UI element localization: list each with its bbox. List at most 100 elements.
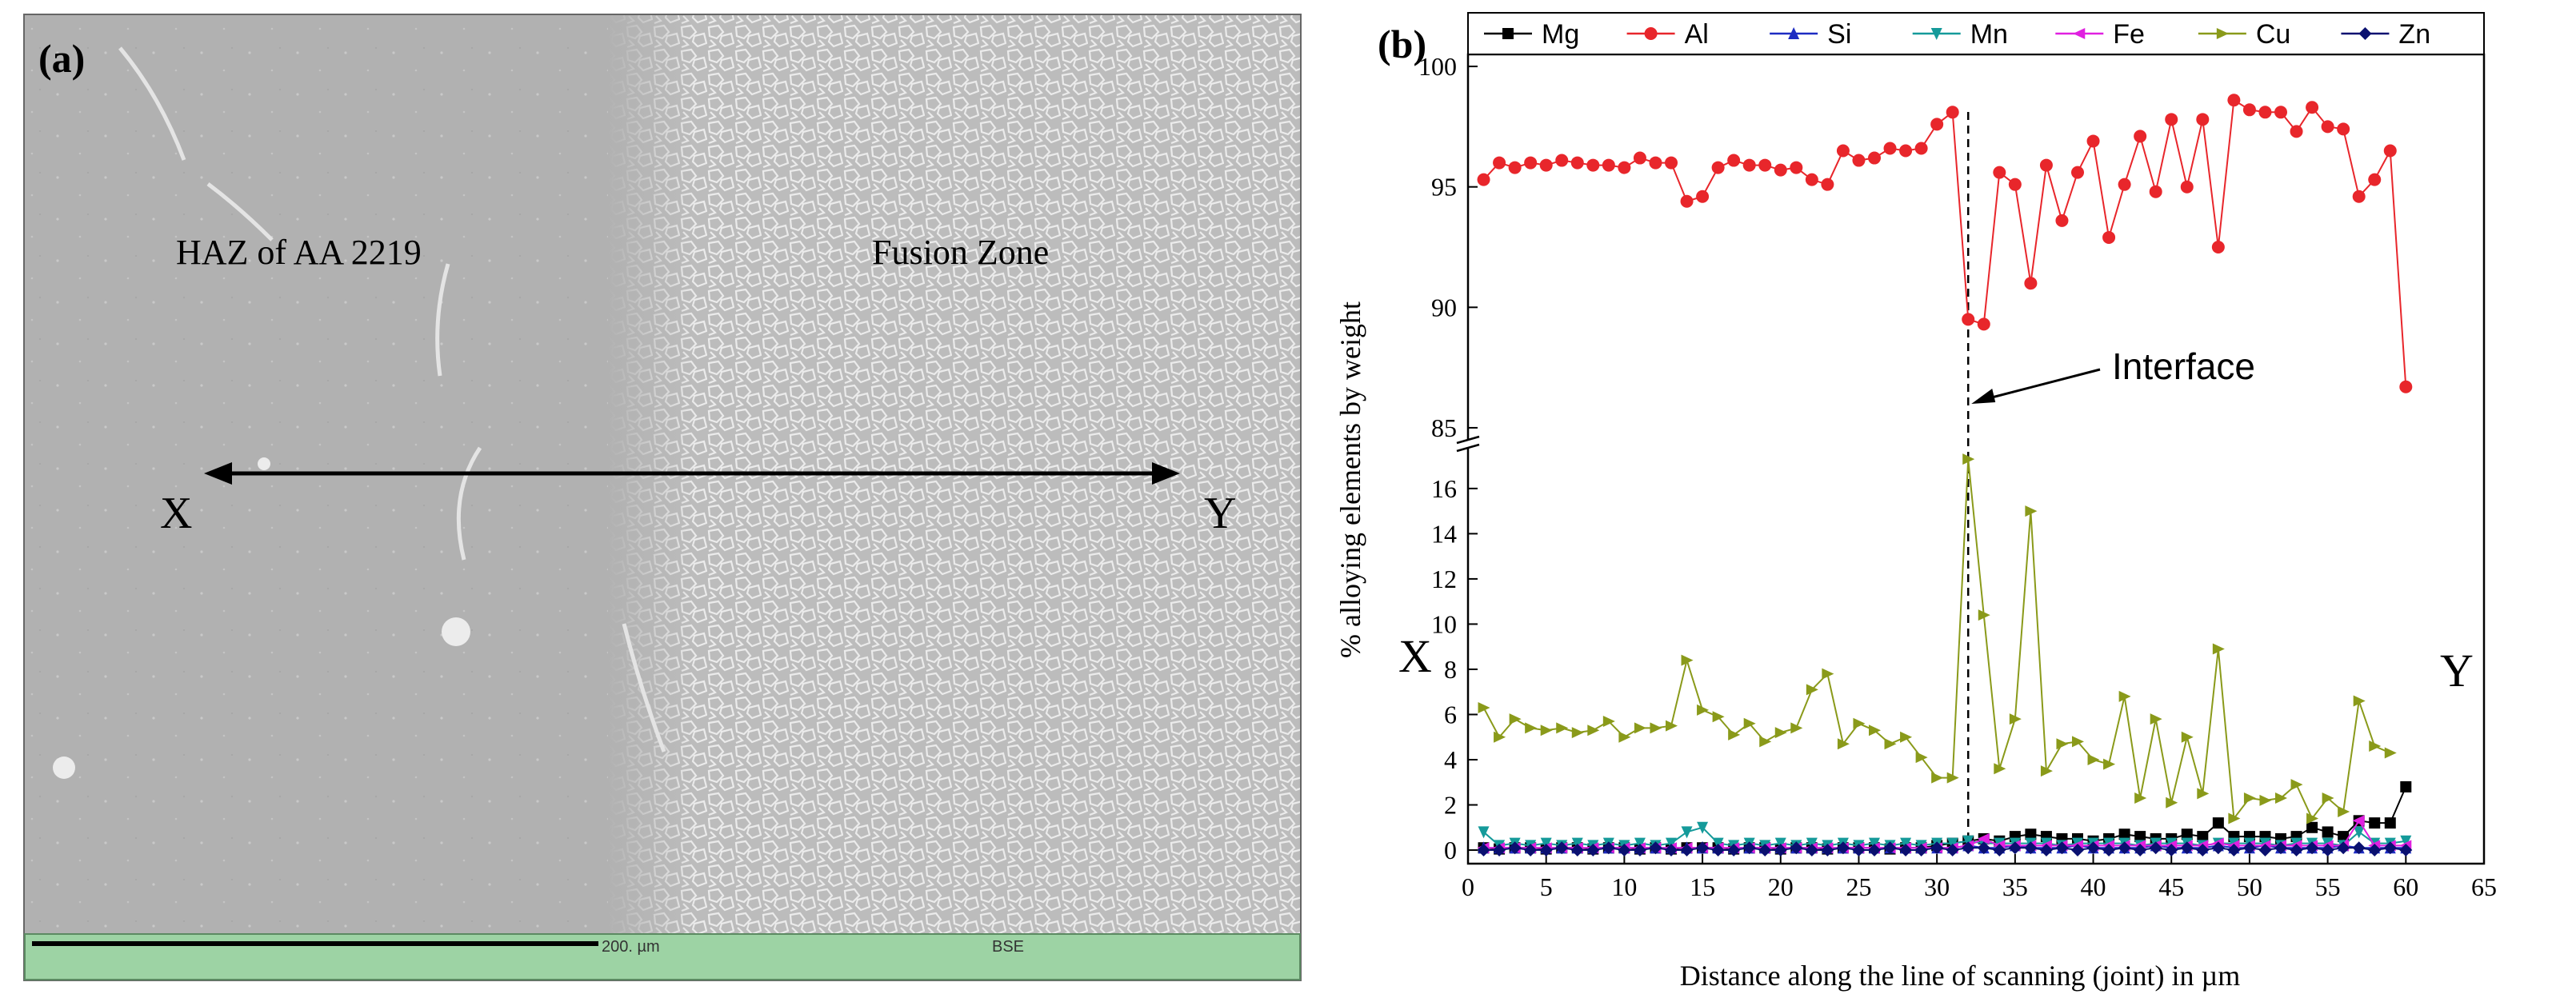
data-point-cu — [1946, 772, 1959, 784]
data-point-al — [2055, 214, 2069, 227]
data-point-cu — [2134, 792, 2147, 804]
data-point-al — [2321, 120, 2334, 134]
data-point-al — [1633, 151, 1646, 165]
data-point-zn — [2039, 844, 2053, 857]
data-point-zn — [1883, 841, 1897, 855]
data-point-zn — [1742, 841, 1756, 855]
series-line-cu — [1482, 459, 2391, 821]
data-point-zn — [2024, 841, 2038, 855]
data-point-cu — [1634, 722, 1646, 734]
data-point-zn — [2196, 844, 2210, 857]
data-point-zn — [1602, 841, 1615, 855]
x-tick-label: 45 — [2158, 872, 2184, 901]
data-point-mg — [2134, 831, 2146, 843]
data-point-al — [2368, 173, 2382, 186]
data-point-cu — [2306, 812, 2319, 824]
data-point-zn — [2165, 844, 2178, 857]
data-point-al — [2165, 113, 2178, 126]
data-point-al — [2196, 113, 2210, 126]
data-point-al — [1977, 317, 1990, 331]
plot-frame — [1466, 53, 2486, 865]
data-point-al — [1649, 156, 1662, 170]
data-point-zn — [2211, 841, 2225, 855]
data-point-al — [1930, 118, 1944, 131]
data-point-al — [1539, 158, 1553, 172]
legend-label-si: Si — [1827, 19, 1851, 50]
detector-mode-text: BSE — [992, 938, 1024, 956]
scan-start-label: X — [160, 489, 192, 538]
data-point-al — [2211, 241, 2225, 253]
data-point-zn — [1774, 844, 1787, 857]
data-point-mg — [2212, 817, 2224, 829]
data-point-zn — [1805, 844, 1818, 857]
data-point-zn — [2352, 841, 2366, 855]
data-point-zn — [2134, 844, 2147, 857]
data-point-cu — [1759, 736, 1772, 748]
data-point-zn — [2306, 841, 2319, 855]
x-tick-label: 40 — [2081, 872, 2106, 901]
data-point-zn — [1868, 844, 1881, 857]
data-point-cu — [1931, 772, 1944, 784]
data-point-al — [2242, 103, 2256, 117]
y-tick-label: 95 — [1431, 173, 1457, 202]
y-tick-label: 90 — [1431, 293, 1457, 321]
data-point-zn — [2290, 844, 2303, 857]
data-point-zn — [1508, 841, 1522, 855]
precipitate — [258, 457, 270, 470]
data-point-al — [1665, 156, 1678, 170]
data-point-cu — [1478, 702, 1490, 713]
data-point-zn — [1586, 844, 1600, 857]
x-tick-label: 60 — [2393, 872, 2418, 901]
data-point-cu — [1494, 731, 1506, 743]
y-axis-title: % alloying elements by weight — [1334, 301, 1366, 658]
x-tick-label: 65 — [2471, 872, 2497, 901]
x-axis-title: Distance along the line of scanning (joi… — [1680, 960, 2241, 992]
data-point-cu — [2197, 788, 2210, 800]
data-point-al — [1914, 142, 1928, 155]
interface-arrowhead-icon — [1971, 389, 1996, 404]
data-point-mg — [2197, 831, 2209, 843]
data-point-cu — [1743, 717, 1756, 729]
data-point-cu — [1790, 722, 1803, 734]
data-point-zn — [1711, 844, 1725, 857]
y-tick-label: 2 — [1444, 791, 1457, 820]
haz-label: HAZ of AA 2219 — [176, 233, 422, 272]
data-point-zn — [1962, 841, 1975, 855]
data-point-al — [1524, 156, 1538, 170]
legend-marker-mn — [1930, 28, 1942, 40]
data-point-al — [2086, 134, 2100, 148]
grain-boundary-precipitates — [118, 46, 666, 752]
data-point-al — [1868, 151, 1881, 165]
legend-label-zn: Zn — [2398, 19, 2430, 50]
legend-marker-fe — [2073, 28, 2086, 39]
data-point-mg — [2338, 831, 2350, 843]
y-tick-label: 8 — [1444, 655, 1457, 684]
data-point-al — [2337, 122, 2350, 136]
data-point-cu — [2040, 765, 2053, 777]
data-point-al — [1790, 161, 1803, 174]
data-point-al — [1618, 161, 1631, 174]
data-point-cu — [1525, 722, 1538, 734]
data-point-zn — [2383, 841, 2397, 855]
data-point-zn — [1790, 841, 1803, 855]
x-tick-label: 20 — [1768, 872, 1794, 901]
interface-annotation: Interface — [2112, 345, 2255, 387]
data-point-cu — [2228, 812, 2241, 824]
data-point-al — [2399, 380, 2413, 393]
data-point-al — [2180, 180, 2194, 194]
data-point-cu — [1869, 725, 1881, 737]
data-point-al — [1570, 156, 1584, 170]
data-point-al — [2352, 190, 2366, 203]
sem-micrograph: (a) HAZ of AA 2219 Fusion Zone X Y 200. … — [23, 14, 1302, 981]
y-tick-label: 6 — [1444, 700, 1457, 729]
legend-marker-zn — [2358, 27, 2372, 40]
data-point-mg — [2025, 828, 2037, 840]
x-tick-label: 50 — [2237, 872, 2262, 901]
data-point-cu — [2259, 794, 2272, 806]
y-tick-label: 0 — [1444, 836, 1457, 864]
chart-y-marker: Y — [2440, 645, 2474, 697]
y-tick-label: 4 — [1444, 745, 1457, 774]
data-point-cu — [2103, 758, 2116, 770]
legend-label-fe: Fe — [2113, 19, 2145, 50]
data-point-al — [1586, 158, 1600, 172]
